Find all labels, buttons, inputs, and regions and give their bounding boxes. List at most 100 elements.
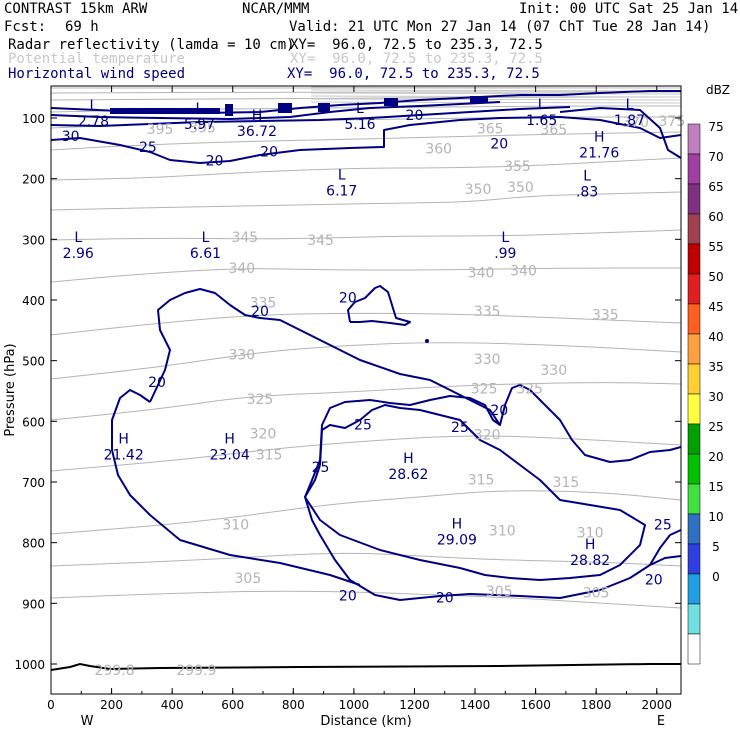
extremum-marker: L bbox=[89, 98, 97, 114]
extremum-marker: L bbox=[196, 101, 204, 117]
forecast-hours: 69 h bbox=[65, 19, 99, 35]
wind-isotach bbox=[347, 285, 411, 326]
theta-isoline bbox=[50, 312, 682, 336]
colorbar-swatch bbox=[687, 363, 701, 395]
wind-contour-label: 25 bbox=[451, 420, 469, 436]
theta-upper-band bbox=[310, 86, 682, 89]
forecast-label: Fcst: bbox=[4, 19, 47, 35]
theta-contour-label: 335 bbox=[250, 295, 277, 311]
theta-isoline bbox=[50, 157, 682, 181]
colorbar-level: 45 bbox=[708, 300, 723, 314]
extremum-value: 21.76 bbox=[579, 145, 619, 161]
x-tick-label: 600 bbox=[221, 698, 244, 712]
extremum-marker: H bbox=[224, 431, 235, 447]
theta-upper-band bbox=[310, 98, 682, 101]
theta-isoline bbox=[50, 267, 681, 283]
x-tick-label: 400 bbox=[161, 698, 184, 712]
theta-contour-label: 305 bbox=[235, 571, 262, 587]
wind-isotach bbox=[304, 404, 646, 581]
extremum-value: 29.09 bbox=[437, 532, 477, 548]
theta-contour-label: 360 bbox=[425, 141, 452, 157]
theta-contour-label: 325 bbox=[516, 382, 543, 398]
extremum-value: 23.04 bbox=[210, 447, 250, 463]
colorbar-swatch bbox=[687, 573, 701, 605]
colorbar-level: 65 bbox=[708, 180, 723, 194]
theta-contour-label: 335 bbox=[474, 304, 501, 320]
y-tick-label: 400 bbox=[22, 294, 45, 308]
extremum-value: 36.72 bbox=[237, 124, 277, 140]
wind-contour-label: 25 bbox=[312, 460, 330, 476]
theta-contour-label: 305 bbox=[486, 584, 513, 600]
extremum-marker: H bbox=[252, 108, 263, 124]
y-tick-label: 700 bbox=[22, 476, 45, 490]
theta-isoline bbox=[50, 342, 682, 380]
wind-isotach bbox=[50, 101, 501, 120]
colorbar-swatch bbox=[687, 183, 701, 215]
colorbar-swatch bbox=[687, 423, 701, 455]
jet-core-segment bbox=[110, 108, 220, 114]
y-tick-label: 600 bbox=[22, 415, 45, 429]
y-tick-label: 200 bbox=[22, 173, 45, 187]
colorbar-swatch bbox=[687, 123, 701, 155]
x-tick-label: 200 bbox=[100, 698, 123, 712]
x-axis-label: Distance (km) bbox=[320, 714, 411, 729]
wind-isotach bbox=[649, 529, 682, 566]
x-tick-label: 1000 bbox=[339, 698, 370, 712]
y-tick-label: 900 bbox=[22, 597, 45, 611]
theta-isoline bbox=[50, 191, 682, 211]
jet-core-segment bbox=[225, 104, 233, 116]
extremum-value: 1.65 bbox=[526, 113, 557, 129]
colorbar-level: 50 bbox=[708, 270, 723, 284]
axes-layer: 0 200 400 600 800 1000 1200 1400 1600 1800 2000 100… bbox=[3, 85, 682, 729]
theta-contour-label: 310 bbox=[577, 525, 604, 541]
theta-contour-label: 320 bbox=[250, 426, 277, 442]
wind-contour-label: 20 bbox=[490, 403, 508, 419]
theta-contour-label: 340 bbox=[468, 266, 495, 282]
field-name-potential-temperature: Potential temperature bbox=[8, 51, 186, 67]
theta-contour-label: 315 bbox=[553, 475, 580, 491]
extremum-marker: H bbox=[403, 451, 414, 467]
theta-isoline bbox=[50, 490, 682, 535]
extremum-marker: L bbox=[202, 230, 210, 246]
extremum-marker: H bbox=[118, 431, 129, 447]
terrain-surface-line bbox=[50, 662, 681, 671]
theta-contour-label: 315 bbox=[256, 448, 283, 464]
theta-contour-label: 325 bbox=[471, 382, 498, 398]
y-tick-label: 800 bbox=[22, 537, 45, 551]
wind-contour-label: 25 bbox=[139, 140, 157, 156]
theta-contour-label: 330 bbox=[474, 352, 501, 368]
colorbar-swatch bbox=[687, 453, 701, 485]
field-name-reflectivity: Radar reflectivity (lamda = 10 cm) bbox=[8, 37, 295, 53]
wind-contour-label: 20 bbox=[436, 590, 454, 606]
y-tick-label: 500 bbox=[22, 355, 45, 369]
theta-contour-label: 355 bbox=[504, 159, 531, 175]
x-tick-label: 1600 bbox=[520, 698, 551, 712]
theta-isoline bbox=[50, 590, 682, 609]
theta-contour-label: 299.8 bbox=[95, 663, 135, 679]
theta-contour-label: 340 bbox=[510, 263, 537, 279]
wind-contour-label: 20 bbox=[260, 144, 278, 160]
colorbar-swatch bbox=[687, 273, 701, 305]
wind-contour-label: 25 bbox=[654, 517, 672, 533]
colorbar-swatch bbox=[687, 483, 701, 515]
colorbar-level: 20 bbox=[708, 450, 723, 464]
extremum-value: 21.42 bbox=[104, 447, 144, 463]
theta-contour-label: 305 bbox=[583, 585, 610, 601]
extremum-value: 6.61 bbox=[190, 246, 221, 262]
colorbar-level: 10 bbox=[708, 510, 723, 524]
wind-contour-label: 30 bbox=[62, 129, 80, 145]
field-xy-potential-temperature: XY= 96.0, 72.5 to 235.3, 72.5 bbox=[290, 51, 543, 67]
theta-contour-label: 310 bbox=[489, 524, 516, 540]
init-time: Init: 00 UTC Sat 25 Jan 14 bbox=[519, 1, 739, 17]
x-tick-label: 2000 bbox=[641, 698, 672, 712]
theta-upper-band bbox=[310, 92, 682, 95]
wind-isotach bbox=[50, 106, 571, 127]
y-axis-label: Pressure (hPa) bbox=[3, 343, 18, 436]
x-tick-label: 0 bbox=[47, 698, 55, 712]
colorbar-level: 55 bbox=[708, 240, 723, 254]
wind-contour-layer bbox=[50, 90, 682, 601]
theta-isoline bbox=[50, 435, 682, 472]
theta-contour-label: 330 bbox=[228, 348, 255, 364]
